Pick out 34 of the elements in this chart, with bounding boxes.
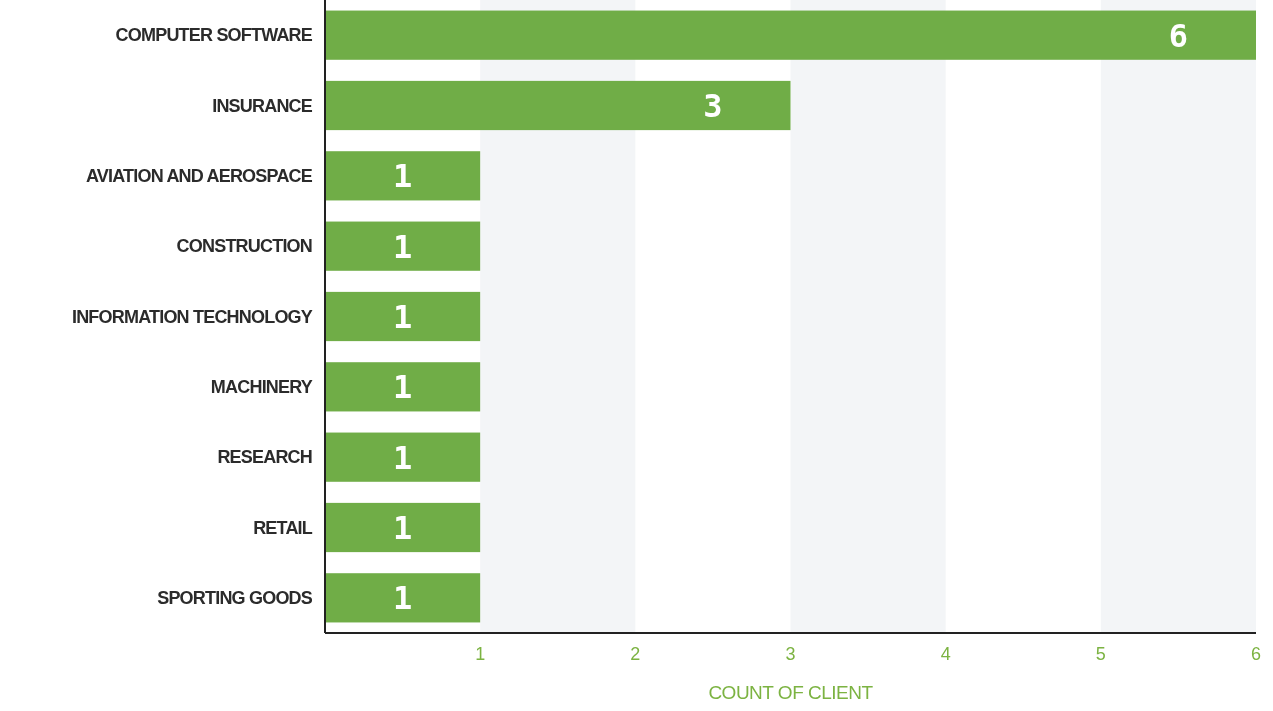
y-tick-label: COMPUTER SOFTWARE [115, 25, 313, 46]
bar [325, 80, 791, 131]
x-tick-label: 6 [1250, 644, 1262, 664]
y-tick-label: CONSTRUCTION [176, 236, 312, 257]
x-axis-title: COUNT OF CLIENT [708, 682, 874, 703]
data-label: 6 [1168, 16, 1189, 55]
bar [325, 502, 481, 553]
data-label: 1 [392, 438, 413, 477]
bar [325, 362, 481, 412]
bar [325, 10, 1256, 60]
bar [325, 573, 481, 623]
data-label: 1 [392, 509, 413, 548]
x-tick-label: 5 [1095, 644, 1106, 664]
x-tick-label: 4 [940, 644, 951, 664]
y-tick-label: SPORTING GOODS [157, 588, 313, 609]
bar [325, 221, 481, 271]
bar [325, 151, 481, 201]
data-label: 1 [392, 157, 413, 196]
data-label: 1 [392, 579, 413, 618]
bar [325, 432, 481, 482]
data-label: 3 [703, 87, 723, 126]
y-tick-label: INSURANCE [212, 95, 313, 116]
data-label: 1 [392, 368, 413, 407]
y-tick-label: INFORMATION TECHNOLOGY [71, 306, 313, 327]
y-tick-label: AVIATION AND AEROSPACE [85, 166, 313, 187]
data-label: 1 [392, 227, 413, 266]
y-tick-label: MACHINERY [210, 377, 313, 398]
x-tick-label: 1 [475, 644, 486, 664]
x-tick-label: 2 [630, 644, 641, 664]
x-tick-label: 3 [785, 644, 796, 664]
y-tick-label: RESEARCH [217, 447, 312, 468]
data-label: 1 [392, 298, 413, 337]
y-tick-label: RETAIL [253, 517, 313, 538]
bar [325, 291, 481, 342]
